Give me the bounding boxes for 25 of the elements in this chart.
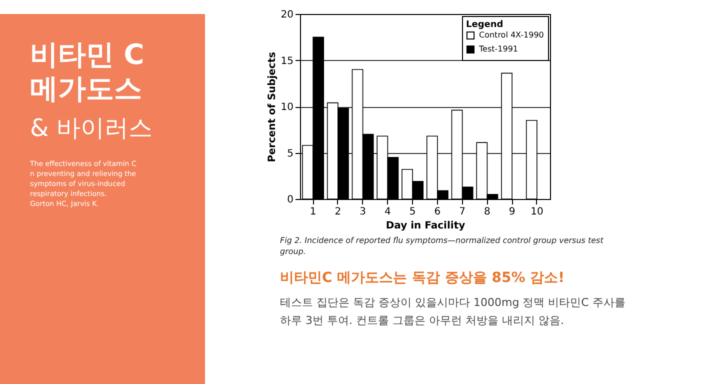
y-tick-label: 0 (287, 194, 294, 206)
y-tick-label: 20 (280, 10, 294, 20)
text: 비타민C 메가도스는 독감 증상을 85% 감소! (280, 270, 565, 286)
x-tick-label: 1 (310, 206, 316, 218)
x-tick-label: 8 (484, 206, 490, 218)
legend-label: Test-1991 (478, 44, 518, 54)
y-tick-label: 15 (280, 56, 294, 67)
x-tick-label: 3 (360, 206, 366, 218)
text: 테스트 집단은 독감 증상이 있을시마다 1000mg 정맥 비타민C 주사를 하루 3번 투여. 컨트롤 그룹은 아무런 처방을 내리지 않음. (280, 296, 626, 327)
y-axis-title: Percent of Subjects (266, 52, 278, 162)
x-tick-label: 7 (459, 206, 466, 218)
x-tick-label: 4 (384, 206, 391, 218)
x-tick-label: 10 (530, 206, 544, 218)
x-tick-label: 9 (508, 206, 516, 218)
y-tick-label: 5 (287, 148, 294, 160)
x-tick-label: 6 (434, 206, 441, 218)
y-tick-label: 10 (280, 102, 294, 113)
legend-label: Control 4X-1990 (479, 30, 544, 40)
x-tick-label: 5 (409, 206, 416, 218)
text: & 바이러스 (30, 114, 152, 142)
x-tick-label: 2 (334, 206, 342, 218)
text: 비타민 C 메가도스 (30, 38, 144, 105)
legend-title: Legend (466, 20, 504, 30)
caption: Fig 2. Incidence of reported flu symptoms—normalized control group versus test group. (280, 236, 604, 256)
x-axis-title: Day in Facility (386, 220, 466, 232)
